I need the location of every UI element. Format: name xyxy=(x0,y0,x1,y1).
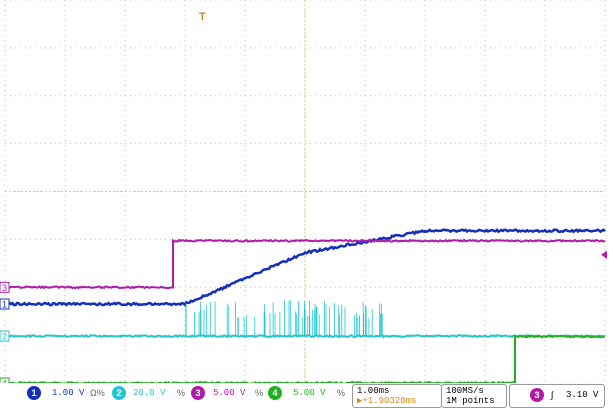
trigger-position-marker[interactable]: T xyxy=(199,11,206,23)
trigger-level: 3.10 V xyxy=(566,388,598,402)
trigger-readout[interactable]: 3 ∫ 3.10 V xyxy=(509,384,605,408)
channel-1-badge[interactable]: 1 xyxy=(27,386,41,400)
acquisition-readout[interactable]: 100MS/s 1M points xyxy=(441,384,507,408)
waveform-plot: 1234 T xyxy=(0,0,614,383)
channel-2-scale: 20.0 V xyxy=(133,386,165,400)
channel-3-scale: 5.00 V xyxy=(213,386,245,400)
channel-1-coupling-icon: Ω% xyxy=(90,386,105,400)
channel-3-coupling-icon: % xyxy=(255,386,263,400)
sample-rate: 100MS/s xyxy=(446,386,502,396)
trigger-position: ▶+1.90320ms xyxy=(357,396,437,406)
record-length: 1M points xyxy=(446,396,502,406)
status-bar: 1 1.00 V Ω% 2 20.0 V % 3 5.00 V % 4 5.00… xyxy=(0,383,614,408)
channel-4-scale: 5.00 V xyxy=(293,386,325,400)
channel-2-badge[interactable]: 2 xyxy=(112,386,126,400)
timebase-scale: 1.00ms xyxy=(357,386,437,396)
channel-2-marker-label: 2 xyxy=(2,332,7,342)
timebase-readout[interactable]: 1.00ms ▶+1.90320ms xyxy=(352,384,442,408)
trigger-channel-badge: 3 xyxy=(530,388,544,402)
channel-3-badge[interactable]: 3 xyxy=(191,386,205,400)
channel-2-coupling-icon: % xyxy=(177,386,185,400)
channel-4-coupling-icon: % xyxy=(337,386,345,400)
channel-1-scale: 1.00 V xyxy=(52,386,84,400)
channel-3-marker-label: 3 xyxy=(2,283,7,293)
trigger-slope-icon: ∫ xyxy=(551,388,553,402)
channel-1-marker-label: 1 xyxy=(2,300,7,310)
channel-4-badge[interactable]: 4 xyxy=(268,386,282,400)
